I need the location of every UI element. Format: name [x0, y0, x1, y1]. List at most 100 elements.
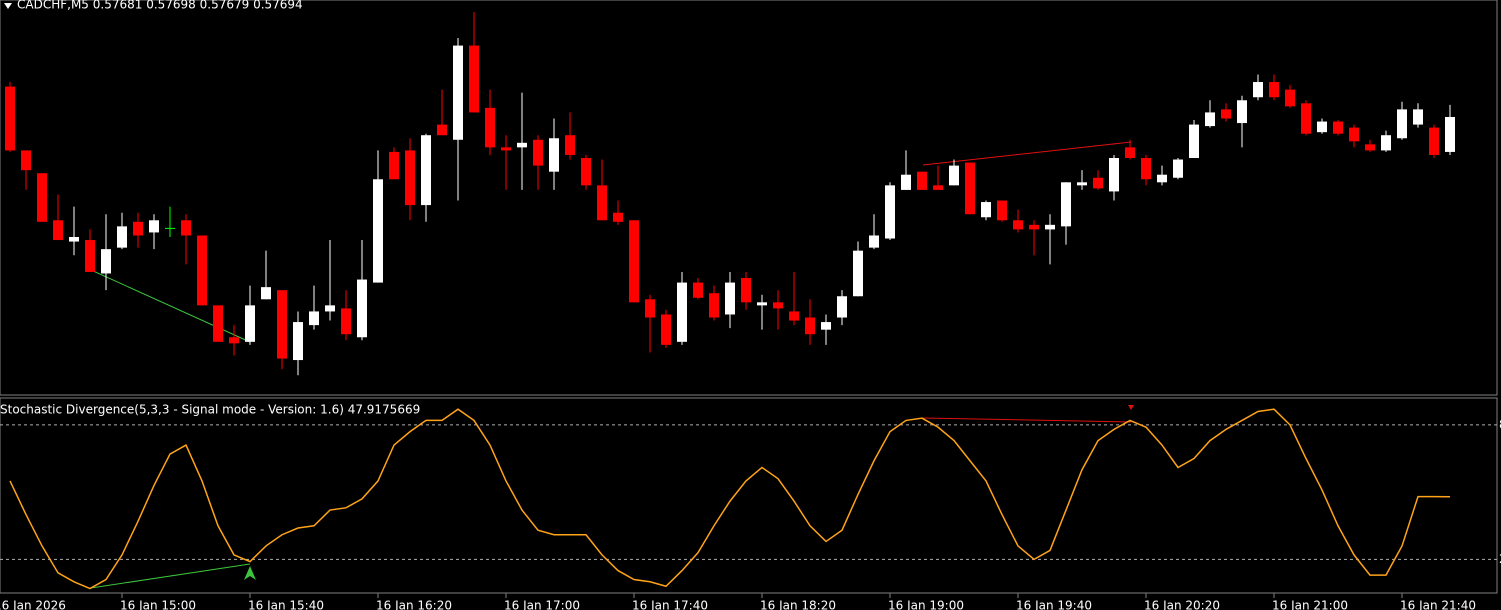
- y-tick-label: 80: [1499, 417, 1501, 431]
- x-tick-label: 16 Jan 16:20: [376, 599, 452, 610]
- candle-body: [5, 86, 15, 151]
- candle-body: [309, 311, 319, 326]
- candle-body: [1429, 127, 1439, 155]
- candle-body: [1285, 89, 1295, 107]
- main-panel-border: [0, 0, 1498, 396]
- candle-body: [1157, 174, 1167, 183]
- bullish-divergence-line: [90, 269, 251, 343]
- candle-body: [869, 235, 879, 248]
- candle-body: [389, 151, 399, 180]
- candle-body: [1109, 158, 1119, 192]
- candle-body: [1349, 127, 1359, 142]
- candle-body: [613, 212, 623, 222]
- x-tick-label: 16 Jan 15:40: [248, 599, 324, 610]
- candle-body: [1317, 121, 1327, 133]
- candle-body: [917, 171, 927, 190]
- candle-body: [709, 293, 719, 318]
- x-tick-label: 16 Jan 15:00: [120, 599, 196, 610]
- candle-body: [1397, 109, 1407, 139]
- x-tick-label: 16 Jan 19:00: [888, 599, 964, 610]
- x-tick-label: 16 Jan 18:20: [760, 599, 836, 610]
- symbol-marker: [4, 3, 12, 9]
- candle-body: [1173, 159, 1183, 178]
- candle-body: [453, 45, 463, 140]
- y-tick-label: 20: [1499, 552, 1501, 566]
- candle-body: [1237, 100, 1247, 124]
- candle-body: [837, 296, 847, 318]
- candle-body: [773, 302, 783, 309]
- sell-arrow: [1128, 405, 1134, 410]
- candle-body: [597, 185, 607, 221]
- candle-body: [1381, 135, 1391, 151]
- candle-body: [677, 282, 687, 342]
- x-tick-label: 16 Jan 21:40: [1400, 599, 1476, 610]
- candle-body: [1445, 116, 1455, 152]
- candle-body: [1413, 109, 1423, 125]
- candle-body: [133, 221, 143, 236]
- candle-body: [1141, 158, 1151, 180]
- candle-body: [373, 179, 383, 283]
- candle-body: [629, 220, 639, 303]
- candle-body: [277, 290, 287, 359]
- candle-body: [261, 287, 271, 300]
- candle-body: [549, 138, 559, 172]
- candle-body: [821, 322, 831, 330]
- candle-body: [1061, 182, 1071, 227]
- candle-body: [901, 174, 911, 190]
- candle-body: [197, 235, 207, 306]
- candle-body: [165, 227, 175, 229]
- candle-body: [517, 142, 527, 148]
- candle-body: [965, 162, 975, 215]
- candle-body: [325, 305, 335, 312]
- candle-body: [53, 220, 63, 241]
- candle-body: [69, 237, 79, 242]
- candle-body: [501, 147, 511, 151]
- candle-body: [741, 278, 751, 303]
- candle-body: [533, 139, 543, 166]
- candle-body: [149, 220, 159, 233]
- candle-body: [1029, 224, 1039, 230]
- oscillator-panel-border: [0, 397, 1498, 594]
- candle-body: [485, 107, 495, 148]
- candle-body: [357, 279, 367, 338]
- candle-body: [1189, 124, 1199, 158]
- buy-arrow: [244, 566, 256, 580]
- candle-body: [981, 202, 991, 218]
- candle-body: [1253, 82, 1263, 98]
- x-tick-label: 16 Jan 21:00: [1272, 599, 1348, 610]
- candle-body: [1077, 182, 1087, 186]
- candle-body: [1365, 144, 1375, 151]
- bearish-divergence-line: [922, 141, 1132, 166]
- candle-body: [1013, 220, 1023, 230]
- candle-body: [213, 305, 223, 342]
- candle-body: [21, 150, 31, 171]
- oscillator-title: Stochastic Divergence(5,3,3 - Signal mod…: [0, 403, 420, 417]
- candle-body: [1221, 109, 1231, 119]
- candle-body: [885, 185, 895, 239]
- x-tick-label: 16 Jan 19:40: [1016, 599, 1092, 610]
- x-tick-label: 16 Jan 20:20: [1144, 599, 1220, 610]
- candle-body: [229, 337, 239, 344]
- candle-body: [565, 135, 575, 155]
- candle-body: [405, 150, 415, 206]
- bearish-divergence-line: [922, 417, 1132, 423]
- candle-body: [949, 165, 959, 186]
- candle-body: [117, 226, 127, 248]
- candle-body: [1125, 147, 1135, 158]
- main-title: CADCHF,M5 0.57681 0.57698 0.57679 0.5769…: [17, 0, 303, 12]
- candle-body: [581, 158, 591, 186]
- bullish-divergence-line: [90, 563, 251, 589]
- candle-body: [341, 308, 351, 335]
- candle-body: [293, 322, 303, 361]
- candle-body: [693, 282, 703, 298]
- candle-body: [997, 200, 1007, 221]
- candle-body: [645, 299, 655, 318]
- candle-body: [1333, 121, 1343, 134]
- stochastic-line: [9, 408, 1451, 590]
- candle-body: [101, 249, 111, 274]
- candle-body: [1093, 177, 1103, 189]
- candle-body: [805, 317, 815, 335]
- candle-body: [853, 250, 863, 297]
- candle-body: [1301, 103, 1311, 134]
